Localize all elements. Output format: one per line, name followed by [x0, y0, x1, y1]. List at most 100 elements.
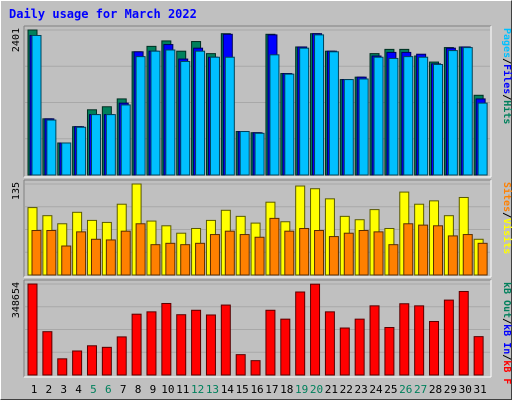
bar-sites	[373, 231, 384, 276]
bar-kbf	[429, 320, 440, 376]
bar-pages	[90, 114, 101, 176]
bar-kbf	[458, 290, 469, 376]
bar-pages	[328, 51, 339, 176]
bar-sites	[462, 234, 473, 276]
bar-pages	[433, 63, 444, 176]
bar-kbf	[27, 283, 38, 376]
bar-kbf	[443, 299, 454, 376]
bar-kbf	[354, 318, 365, 376]
bar-pages	[284, 73, 295, 176]
bar-pages	[224, 56, 235, 176]
x-tick-label: 4	[75, 383, 82, 396]
bar-sites	[150, 244, 161, 276]
x-tick-label: 3	[60, 383, 67, 396]
bar-sites	[31, 230, 42, 276]
bar-pages	[314, 34, 325, 176]
bar-kbf	[384, 326, 395, 376]
x-tick-label: 28	[429, 383, 442, 396]
bar-kbf	[86, 345, 97, 376]
legend-text: Sites/Visits	[501, 182, 512, 254]
x-tick-label: 25	[384, 383, 397, 396]
bar-sites	[209, 234, 220, 276]
bar-pages	[358, 78, 369, 176]
bar-kbf	[324, 311, 335, 376]
bar-kbf	[205, 314, 216, 376]
legend-visits: Visits	[501, 218, 512, 254]
x-tick-label: 17	[265, 383, 278, 396]
bar-sites	[358, 230, 369, 276]
bar-kbf	[101, 346, 112, 376]
bar-pages	[209, 56, 220, 176]
bar-pages	[31, 34, 42, 176]
bar-sites	[433, 225, 444, 276]
x-tick-label: 16	[250, 383, 263, 396]
y-max-label: 2401	[11, 28, 22, 52]
legend-kbf: kB F	[501, 360, 512, 384]
x-tick-label: 15	[236, 383, 249, 396]
x-tick-label: 6	[105, 383, 112, 396]
bar-pages	[299, 47, 310, 176]
bar-sites	[224, 230, 235, 276]
bar-kbf	[191, 309, 202, 376]
legend-separator: /	[501, 212, 512, 218]
bar-sites	[135, 223, 146, 276]
bar-sites	[447, 235, 458, 276]
bar-kbf	[220, 304, 231, 376]
bar-pages	[46, 119, 57, 176]
bar-kbf	[131, 313, 142, 376]
legend-hits: Hits	[501, 100, 512, 124]
bar-sites	[195, 242, 206, 276]
panel-kbytes: 348654 kB Out/kB In/kB F	[11, 279, 512, 384]
bar-sites	[343, 232, 354, 276]
legend-separator: /	[501, 94, 512, 100]
bar-sites	[46, 230, 57, 276]
bar-kbf	[235, 354, 246, 376]
bar-kbf	[265, 309, 276, 376]
y-max-label: 135	[11, 182, 22, 200]
legend-kbout: kB Out	[501, 282, 512, 318]
bar-sites	[165, 242, 176, 276]
bar-pages	[373, 56, 384, 176]
bar-pages	[120, 104, 131, 176]
bar-sites	[314, 230, 325, 276]
bar-kbf	[72, 350, 83, 376]
x-tick-label: 19	[295, 383, 308, 396]
x-tick-label: 12	[191, 383, 204, 396]
x-tick-label: 8	[135, 383, 142, 396]
legend-files: Files	[501, 64, 512, 94]
bar-pages	[447, 50, 458, 176]
x-tick-label: 26	[399, 383, 412, 396]
x-tick-label: 5	[90, 383, 97, 396]
bar-sites	[328, 236, 339, 276]
x-tick-label: 9	[150, 383, 157, 396]
x-tick-label: 14	[221, 383, 235, 396]
x-tick-label: 2	[46, 383, 53, 396]
bar-pages	[462, 47, 473, 176]
x-tick-label: 24	[369, 383, 383, 396]
bar-sites	[403, 223, 414, 276]
bar-pages	[343, 79, 354, 176]
x-tick-label: 31	[474, 383, 487, 396]
bar-pages	[150, 50, 161, 176]
bar-kbf	[57, 358, 68, 376]
bar-sites	[120, 230, 131, 276]
bar-pages	[61, 142, 72, 176]
bar-sites	[90, 238, 101, 276]
x-tick-label: 21	[325, 383, 338, 396]
bar-kbf	[339, 327, 350, 376]
bar-pages	[418, 56, 429, 176]
bar-pages	[477, 102, 488, 176]
x-tick-label: 22	[340, 383, 353, 396]
bar-kbf	[176, 314, 187, 376]
bar-pages	[254, 132, 265, 176]
bar-pages	[135, 56, 146, 176]
x-tick-label: 1	[31, 383, 38, 396]
legend-text: kB Out/kB In/kB F	[501, 282, 512, 384]
bar-kbf	[42, 331, 53, 376]
legend-text: Pages/Files/Hits	[501, 28, 512, 124]
x-tick-label: 30	[459, 383, 472, 396]
legend-kbin: kB In	[501, 324, 512, 354]
bar-sites	[76, 231, 87, 276]
bar-sites	[254, 236, 265, 276]
bar-kbf	[161, 302, 172, 376]
